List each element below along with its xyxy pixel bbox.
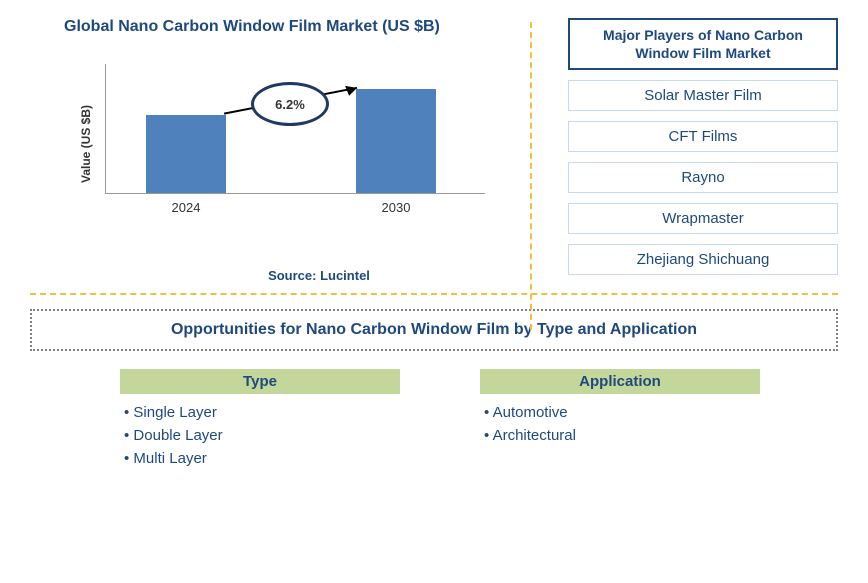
application-item: Automotive <box>480 404 760 421</box>
bar-plot: 2024 2030 6.2% <box>105 64 485 194</box>
type-item: Single Layer <box>120 404 400 421</box>
bar-2024: 2024 <box>146 115 226 193</box>
player-item: CFT Films <box>568 121 838 152</box>
application-item: Architectural <box>480 427 760 444</box>
players-header: Major Players of Nano Carbon Window Film… <box>568 18 838 70</box>
bar-label-2024: 2024 <box>146 200 226 215</box>
y-axis-label: Value (US $B) <box>79 105 93 183</box>
players-panel: Major Players of Nano Carbon Window Film… <box>568 18 838 285</box>
source-label: Source: Lucintel <box>90 268 548 283</box>
application-column: Application Automotive Architectural <box>480 369 760 473</box>
categories-row: Type Single Layer Double Layer Multi Lay… <box>120 369 868 473</box>
vertical-divider <box>530 22 532 330</box>
horizontal-divider <box>30 293 838 295</box>
player-item: Wrapmaster <box>568 203 838 234</box>
type-item: Double Layer <box>120 427 400 444</box>
player-item: Zhejiang Shichuang <box>568 244 838 275</box>
application-header: Application <box>480 369 760 394</box>
player-item: Rayno <box>568 162 838 193</box>
cagr-value: 6.2% <box>275 97 305 112</box>
type-item: Multi Layer <box>120 450 400 467</box>
bar-label-2030: 2030 <box>356 200 436 215</box>
opportunities-title: Opportunities for Nano Carbon Window Fil… <box>171 321 697 338</box>
cagr-ellipse: 6.2% <box>251 82 329 126</box>
bar-2030: 2030 <box>356 89 436 193</box>
chart-panel: Global Nano Carbon Window Film Market (U… <box>30 18 548 285</box>
chart-area: Value (US $B) 2024 2030 6.2% <box>105 64 485 224</box>
top-row: Global Nano Carbon Window Film Market (U… <box>0 0 868 285</box>
player-item: Solar Master Film <box>568 80 838 111</box>
chart-title: Global Nano Carbon Window Film Market (U… <box>64 18 548 36</box>
opportunities-box: Opportunities for Nano Carbon Window Fil… <box>30 309 838 351</box>
type-column: Type Single Layer Double Layer Multi Lay… <box>120 369 400 473</box>
type-header: Type <box>120 369 400 394</box>
